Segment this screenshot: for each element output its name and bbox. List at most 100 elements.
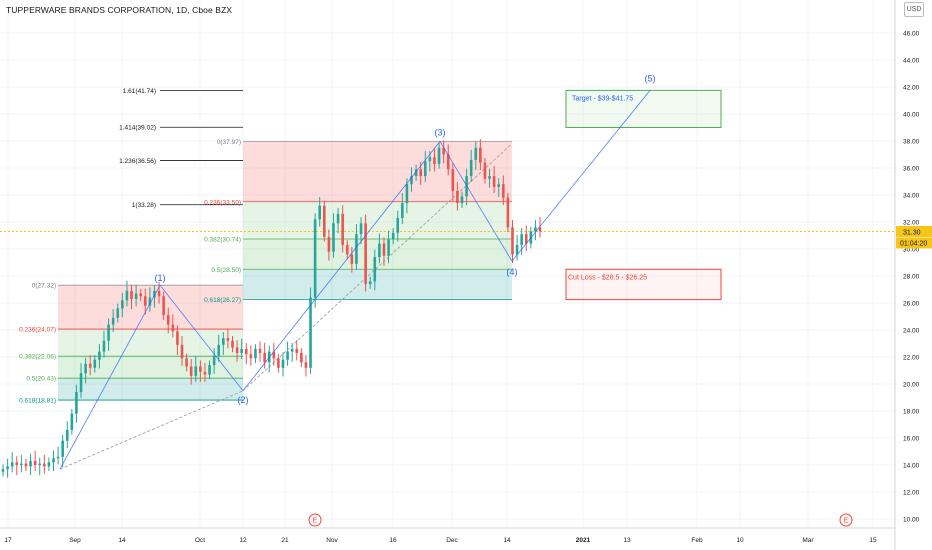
candle-body bbox=[341, 213, 344, 245]
price-tick-label: 36.00 bbox=[903, 166, 920, 173]
candle-body bbox=[222, 338, 225, 345]
candle-body bbox=[134, 293, 138, 299]
candle-body bbox=[226, 338, 230, 341]
candle-body bbox=[194, 366, 198, 376]
candle-body bbox=[208, 365, 211, 375]
candle-body bbox=[318, 205, 322, 220]
candle-body bbox=[65, 429, 69, 441]
candle-body bbox=[199, 366, 202, 372]
candle-body bbox=[153, 290, 156, 298]
candle-body bbox=[391, 232, 395, 240]
candle-body bbox=[368, 281, 372, 285]
candle-body bbox=[143, 296, 147, 306]
price-tick-label: 28.00 bbox=[903, 274, 920, 281]
wave-segment bbox=[242, 141, 441, 391]
candle-body bbox=[446, 154, 450, 170]
fib-level-label: 0.236(24.07) bbox=[19, 327, 56, 334]
elliott-wave: (1) (2) (3) (4) (5) bbox=[59, 73, 656, 470]
candle-body bbox=[43, 463, 46, 467]
candle-body bbox=[56, 456, 60, 459]
candle-body bbox=[15, 462, 19, 465]
candle-body bbox=[47, 462, 51, 467]
candle-body bbox=[70, 413, 74, 430]
earnings-marker bbox=[839, 513, 853, 527]
fib-zone-band bbox=[58, 285, 243, 330]
candle-body bbox=[116, 308, 120, 318]
time-tick-label: 15 bbox=[869, 537, 877, 544]
candle-body bbox=[336, 213, 340, 224]
candle-body bbox=[332, 223, 335, 252]
wave-label: (1) bbox=[155, 273, 166, 283]
candle-body bbox=[350, 254, 354, 264]
price-tick-label: 12.00 bbox=[903, 490, 920, 497]
candle-body bbox=[180, 344, 184, 359]
candle-body bbox=[212, 355, 216, 366]
price-tick-label: 34.00 bbox=[903, 193, 920, 200]
candle-body bbox=[345, 244, 349, 255]
wave-label: (4) bbox=[507, 267, 518, 277]
candle-body bbox=[52, 458, 55, 463]
candle-body bbox=[428, 157, 432, 162]
cutloss-box-label: Cut Loss - $28.5 - $26.25 bbox=[568, 274, 647, 281]
candle-body bbox=[456, 190, 459, 204]
candle-body bbox=[304, 362, 308, 368]
candle-body bbox=[24, 463, 28, 467]
last-price-value: 31.30 bbox=[903, 229, 921, 236]
candle-body bbox=[258, 348, 262, 353]
candle-body bbox=[111, 317, 115, 325]
currency-badge[interactable]: USD bbox=[904, 2, 924, 17]
fib-level-label: 0(37.97) bbox=[217, 139, 241, 146]
earnings-marker-label: E bbox=[313, 518, 318, 525]
candle-body bbox=[254, 348, 257, 359]
price-tick-label: 30.00 bbox=[903, 247, 920, 254]
candle-body bbox=[171, 324, 175, 332]
last-price-tag bbox=[896, 225, 932, 237]
wave-segment bbox=[439, 141, 513, 262]
candle-body bbox=[189, 366, 193, 376]
candle-body bbox=[401, 203, 404, 218]
price-tick-label: 20.00 bbox=[903, 382, 920, 389]
candle-body bbox=[524, 234, 528, 244]
candle-body bbox=[469, 159, 473, 177]
time-axis: 17 Sep 14 Oct 12 21 Nov 16 Dec 14 2021 13 Feb 10 Mar 15 bbox=[4, 537, 877, 544]
wave-label: (3) bbox=[435, 127, 446, 137]
time-tick-label: Sep bbox=[69, 537, 81, 544]
candle-body bbox=[102, 340, 106, 352]
candle-body bbox=[272, 351, 276, 359]
earnings-marker-label: E bbox=[844, 518, 849, 525]
candle-body bbox=[502, 184, 505, 198]
candle-body bbox=[1, 469, 5, 472]
candle-body bbox=[139, 293, 142, 297]
candle-body bbox=[235, 347, 239, 353]
candle-body bbox=[203, 371, 207, 375]
candle-body bbox=[166, 315, 170, 325]
candle-body bbox=[231, 340, 234, 348]
candle-body bbox=[61, 440, 64, 457]
candle-body bbox=[98, 351, 101, 360]
candle-body bbox=[300, 352, 303, 363]
fib-retracement-2: 0(37.97) 0.236(33.50) 0.382(30.74) 0.5(28.5… bbox=[204, 139, 512, 304]
candle-body bbox=[157, 290, 161, 297]
price-tick-label: 26.00 bbox=[903, 301, 920, 308]
time-tick-label: Feb bbox=[691, 537, 703, 544]
candle-body bbox=[277, 358, 280, 368]
candle-body bbox=[483, 162, 487, 179]
candle-body bbox=[451, 169, 455, 191]
price-tick-label: 44.00 bbox=[903, 58, 920, 65]
fib-level-label: 0.382(30.74) bbox=[204, 237, 241, 244]
fib-level-label: 0.618(18.81) bbox=[19, 398, 56, 405]
candle-body bbox=[419, 169, 422, 177]
wave-segment bbox=[59, 284, 161, 470]
time-tick-label: 14 bbox=[503, 537, 511, 544]
candle-body bbox=[359, 223, 363, 235]
candle-body bbox=[396, 217, 400, 233]
candle-body bbox=[290, 348, 294, 352]
fib-zone-band bbox=[243, 239, 512, 270]
candle-body bbox=[93, 359, 97, 368]
countdown-value: 01:04:20 bbox=[900, 240, 927, 247]
time-tick-label: 10 bbox=[736, 537, 744, 544]
fib-extension-label: 1.61(41.74) bbox=[123, 88, 156, 95]
candle-body bbox=[492, 176, 496, 187]
candle-body bbox=[520, 234, 523, 245]
